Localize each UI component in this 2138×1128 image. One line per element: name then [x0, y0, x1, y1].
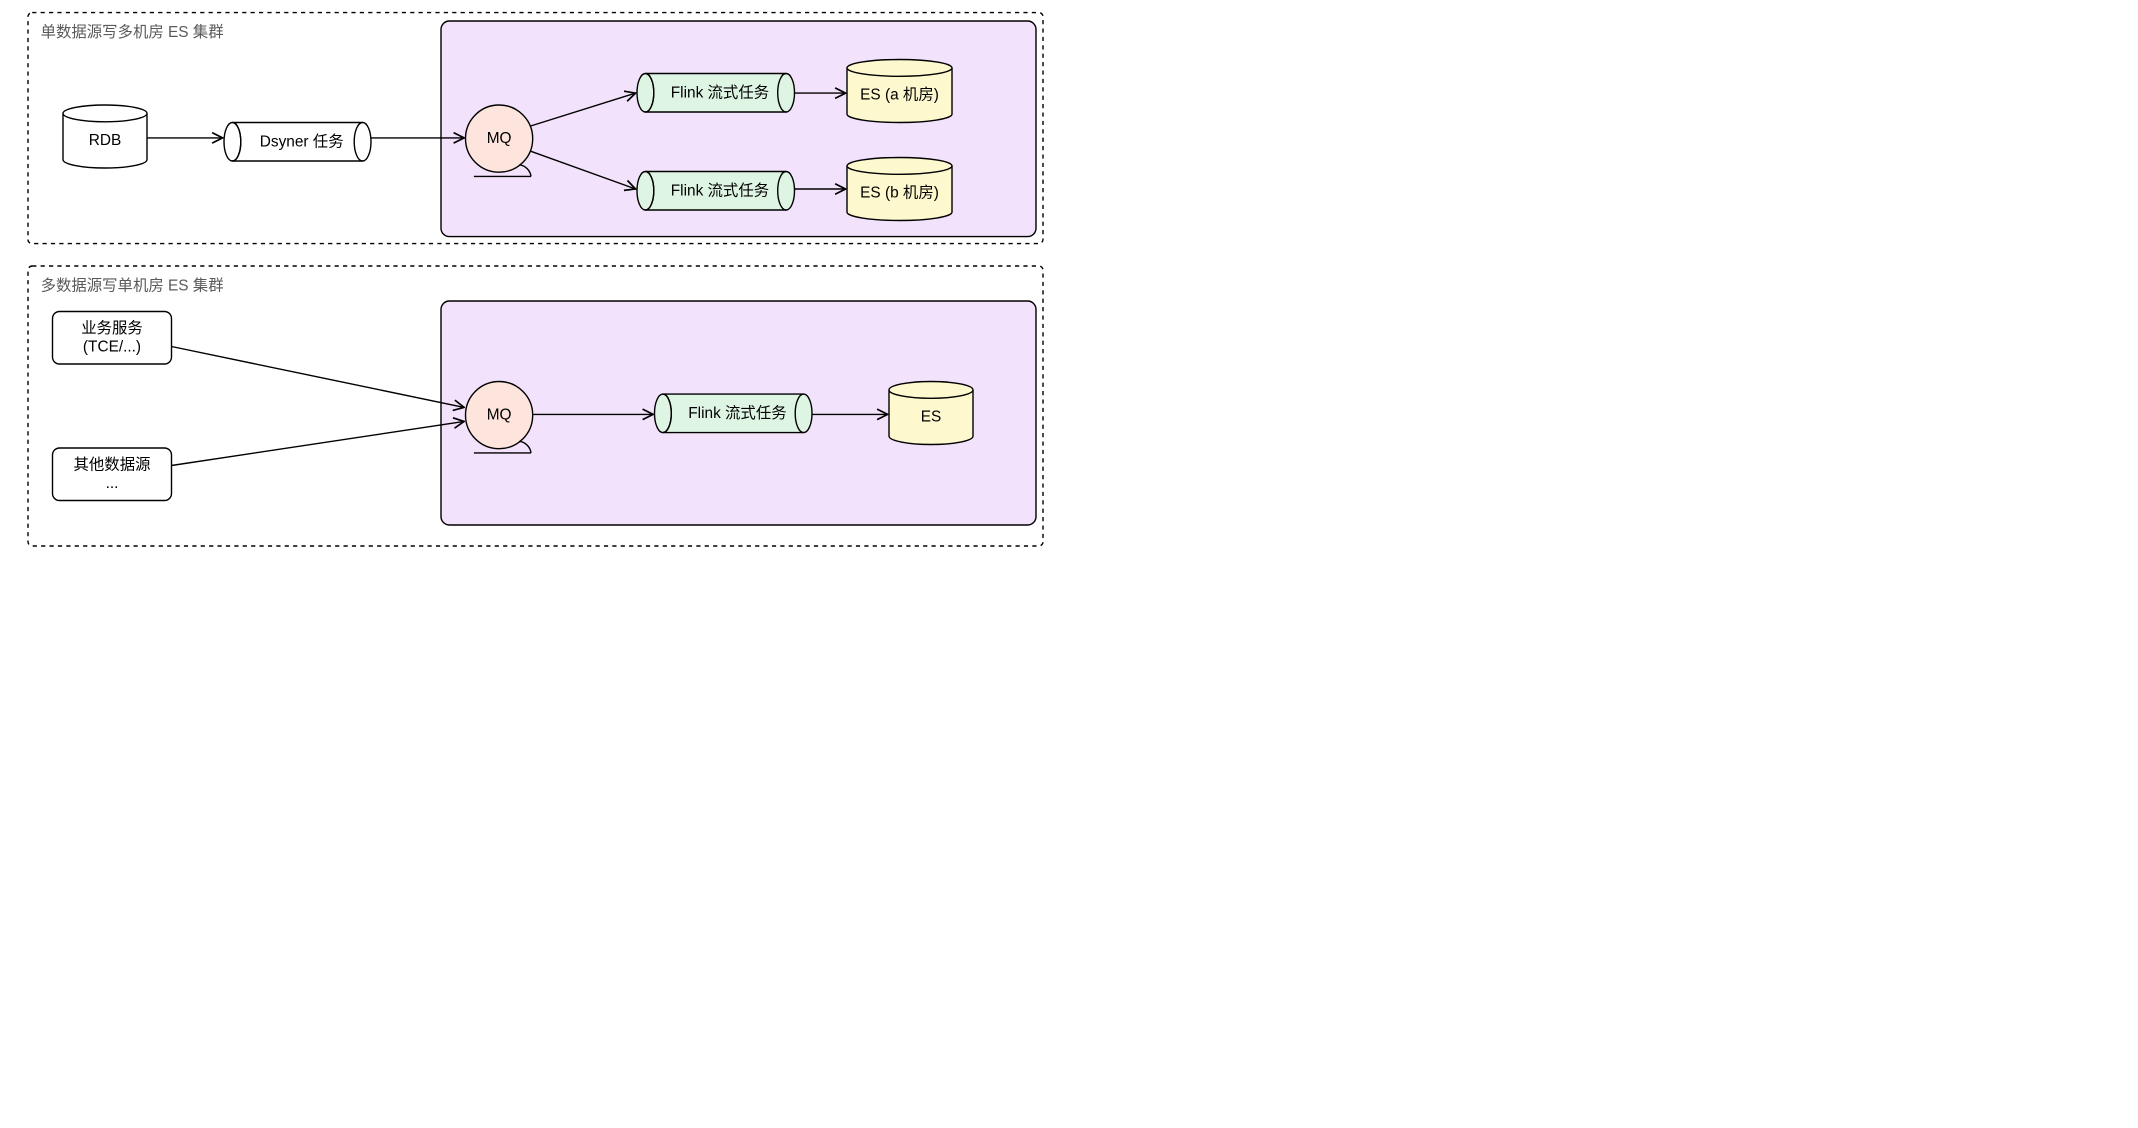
edge [172, 421, 465, 465]
rect-node: 其他数据源... [53, 448, 172, 501]
group-title: 多数据源写单机房 ES 集群 [41, 276, 224, 294]
node-label: ES (b 机房) [860, 184, 939, 202]
edge [172, 347, 465, 408]
node-label: ... [106, 475, 119, 492]
rect-node: 业务服务(TCE/...) [53, 312, 172, 365]
node-label: RDB [89, 132, 122, 149]
node-label: Flink 流式任务 [688, 404, 786, 422]
pill-node: Flink 流式任务 [655, 394, 813, 433]
cylinder-node: ES [889, 382, 973, 445]
node-label: Flink 流式任务 [671, 83, 769, 101]
node-label: (TCE/...) [83, 338, 141, 355]
node-label: ES (a 机房) [860, 86, 939, 104]
node-label: MQ [487, 130, 512, 147]
pill-node: Flink 流式任务 [637, 74, 795, 113]
cylinder-node: RDB [63, 105, 147, 168]
pill-node: Dsyner 任务 [224, 123, 371, 162]
node-label: 其他数据源 [74, 456, 151, 474]
node-label: ES [921, 409, 942, 426]
group-title: 单数据源写多机房 ES 集群 [41, 23, 224, 41]
node-label: 业务服务 [81, 319, 143, 337]
node-label: Flink 流式任务 [671, 181, 769, 199]
node-label: Dsyner 任务 [260, 132, 344, 150]
node-label: MQ [487, 407, 512, 424]
cylinder-node: ES (b 机房) [847, 158, 952, 221]
pill-node: Flink 流式任务 [637, 172, 795, 211]
cylinder-node: ES (a 机房) [847, 60, 952, 123]
